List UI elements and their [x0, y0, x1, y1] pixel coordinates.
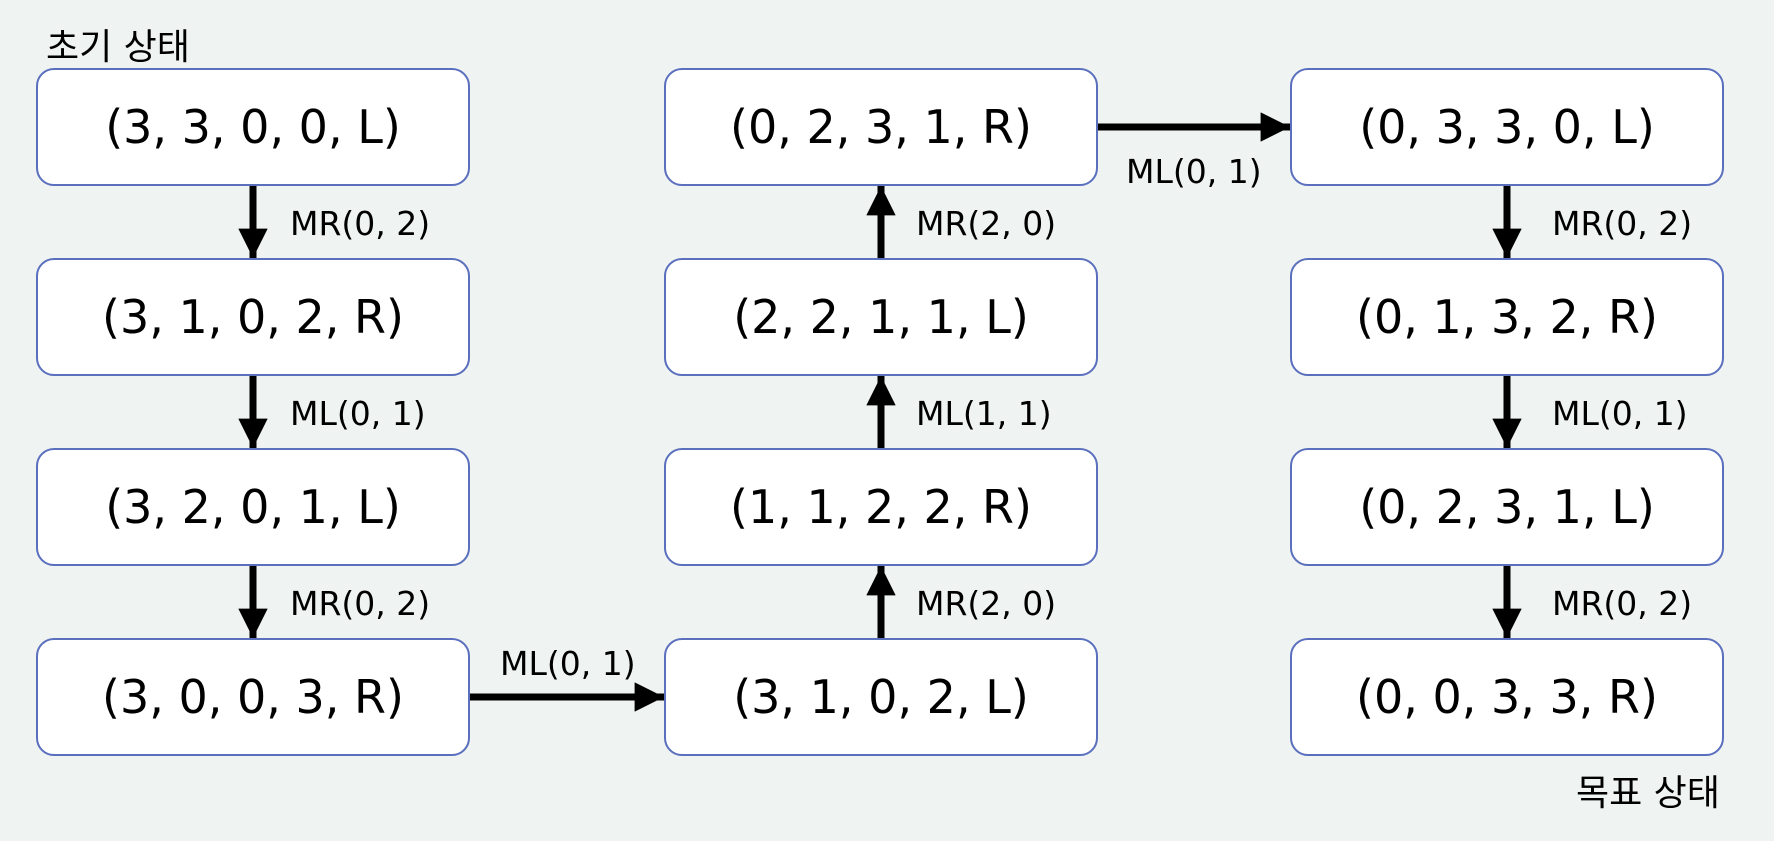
start-state-caption: 초기 상태: [46, 27, 190, 68]
edge-label-1: MR(0, 2): [290, 204, 431, 243]
state-node-11: (0, 2, 3, 1, L): [1290, 448, 1724, 566]
state-node-7: (2, 2, 1, 1, L): [664, 258, 1098, 376]
state-node-3: (3, 2, 0, 1, L): [36, 448, 470, 566]
edge-label-2: ML(0, 1): [290, 394, 426, 433]
edge-label-6: ML(1, 1): [916, 394, 1052, 433]
state-node-6: (1, 1, 2, 2, R): [664, 448, 1098, 566]
state-node-5: (3, 1, 0, 2, L): [664, 638, 1098, 756]
edge-label-9: MR(0, 2): [1552, 204, 1693, 243]
edge-label-5: MR(2, 0): [916, 584, 1057, 623]
state-node-10: (0, 1, 3, 2, R): [1290, 258, 1724, 376]
state-node-2: (3, 1, 0, 2, R): [36, 258, 470, 376]
edge-label-7: MR(2, 0): [916, 204, 1057, 243]
state-node-1: (3, 3, 0, 0, L): [36, 68, 470, 186]
state-node-8: (0, 2, 3, 1, R): [664, 68, 1098, 186]
edge-label-8: ML(0, 1): [1126, 152, 1262, 191]
state-node-12: (0, 0, 3, 3, R): [1290, 638, 1724, 756]
edge-label-4: ML(0, 1): [500, 644, 636, 683]
state-node-9: (0, 3, 3, 0, L): [1290, 68, 1724, 186]
edge-label-3: MR(0, 2): [290, 584, 431, 623]
goal-state-caption: 목표 상태: [1576, 773, 1720, 814]
edge-label-11: MR(0, 2): [1552, 584, 1693, 623]
edge-label-10: ML(0, 1): [1552, 394, 1688, 433]
state-node-4: (3, 0, 0, 3, R): [36, 638, 470, 756]
